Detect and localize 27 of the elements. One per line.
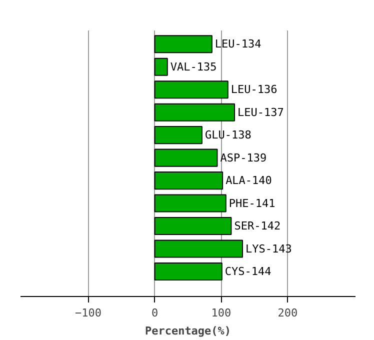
- bar: [154, 216, 232, 236]
- y-tick-label: LEU-134: [214, 38, 262, 51]
- bar: [154, 148, 218, 167]
- y-tick-label: LYS-143: [246, 242, 292, 256]
- bar: [154, 172, 224, 190]
- x-tick-label: 0: [151, 306, 158, 320]
- y-tick-label: CYS-144: [224, 264, 272, 278]
- y-tick-label: VAL-135: [170, 60, 217, 74]
- bar: [154, 194, 226, 212]
- bar: [154, 58, 168, 76]
- bar: [154, 103, 236, 122]
- y-tick-label: PHE-141: [228, 196, 276, 210]
- y-tick-label: SER-142: [234, 220, 281, 233]
- bar: [154, 80, 228, 99]
- y-tick-label: ASP-139: [220, 151, 267, 164]
- x-tick-label: −100: [75, 306, 102, 320]
- y-tick-label: GLU-138: [204, 128, 252, 142]
- x-tick-label: 100: [211, 306, 232, 320]
- x-axis-title: Percentage(%): [144, 324, 232, 338]
- y-tick-label: ALA-140: [226, 174, 272, 188]
- bar: [154, 262, 222, 281]
- bar: [154, 35, 212, 54]
- x-tick-label: 200: [278, 306, 298, 320]
- y-tick-label: LEU-136: [230, 83, 278, 96]
- y-tick-label: LEU-137: [238, 106, 284, 119]
- bar: [154, 240, 244, 258]
- bar: [154, 126, 202, 144]
